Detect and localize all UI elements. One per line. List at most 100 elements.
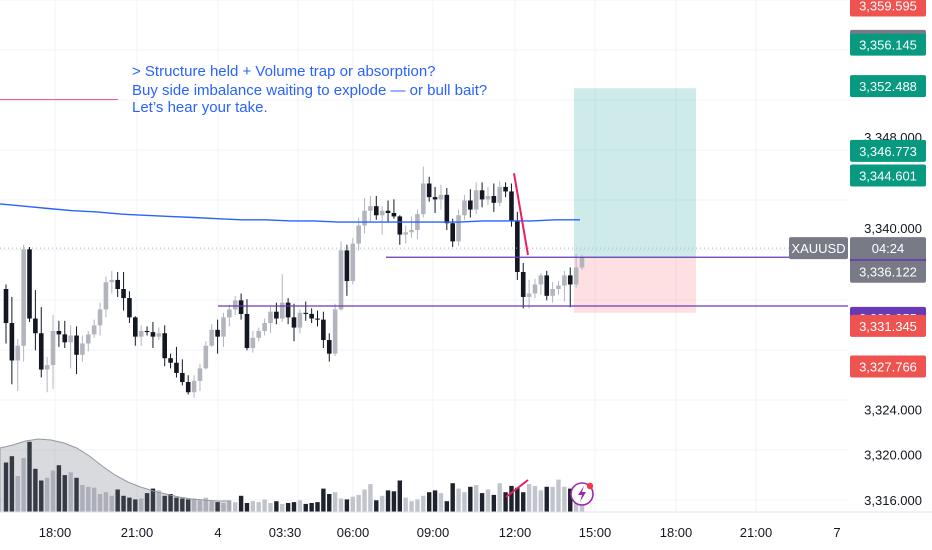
candle-body <box>426 183 432 198</box>
volume-ma-area <box>0 438 231 513</box>
candle-body <box>162 333 167 359</box>
volume-bar <box>233 502 238 512</box>
time-axis[interactable]: 18:00 21:00 4 03:30 06:00 09:00 12:00 15:00 18:0… <box>0 511 932 550</box>
candle-body <box>562 275 567 286</box>
time-tick: 15:00 <box>579 525 612 540</box>
volume-bar <box>444 501 450 512</box>
candle-body <box>168 358 173 363</box>
candle-body <box>150 332 156 337</box>
volume-bar <box>244 503 250 512</box>
candle-body <box>567 275 573 285</box>
candle-body <box>385 210 391 214</box>
candle-body <box>421 183 426 215</box>
volume-bar <box>9 456 15 512</box>
volume-bar <box>256 502 261 512</box>
time-axis-bg <box>0 512 932 550</box>
candle-body <box>121 289 126 299</box>
volume-bar <box>186 499 191 512</box>
candle-body <box>68 335 73 343</box>
candle-body <box>209 329 215 346</box>
volume-bar <box>315 502 320 512</box>
position-tool[interactable] <box>574 88 696 313</box>
candle-body <box>538 275 544 285</box>
price-label-bg <box>850 139 926 162</box>
chart-widgets[interactable] <box>570 482 594 506</box>
candle-body <box>274 311 279 319</box>
volume-bar <box>150 488 156 512</box>
candle-body <box>191 380 197 393</box>
volume-bar <box>450 483 455 512</box>
volume-bar <box>397 480 402 512</box>
candle-body <box>215 329 220 337</box>
volume-bar <box>44 477 50 512</box>
candlesticks <box>3 166 585 398</box>
annotation-line-1: > Structure held + Volume trap or absorp… <box>132 63 436 80</box>
price-label-bg <box>850 33 926 56</box>
time-tick: 09:00 <box>417 525 450 540</box>
moving-average-line <box>0 203 580 223</box>
drop-trend-line <box>513 173 529 256</box>
volume-bar <box>491 494 497 512</box>
volume-bar <box>479 493 485 512</box>
volume-bar <box>238 495 244 512</box>
candle-body <box>503 186 508 192</box>
candle-body <box>227 309 232 318</box>
chart-annotation[interactable]: > Structure held + Volume trap or absorp… <box>132 63 487 116</box>
candle-body <box>21 249 26 346</box>
volume-bar <box>39 480 44 512</box>
annotation-line-3: Let’s hear your take. <box>132 99 268 116</box>
volume-bar <box>203 497 209 512</box>
notification-dot <box>586 482 594 490</box>
volume-bar <box>74 477 79 512</box>
volume-bar <box>15 476 20 512</box>
volume-bar <box>103 492 109 512</box>
volume-bar <box>544 486 549 512</box>
volume-bar <box>403 497 408 512</box>
volume-bar <box>426 492 432 512</box>
time-tick: 03:30 <box>269 525 302 540</box>
volume-bar <box>86 486 91 512</box>
candle-body <box>391 213 397 217</box>
volume-trend-line <box>505 479 529 498</box>
candle-body <box>573 267 579 285</box>
candle-body <box>9 323 15 361</box>
time-tick: 12:00 <box>499 525 532 540</box>
volume-bar <box>309 503 314 512</box>
volume-bar <box>127 497 132 512</box>
candle-body <box>197 368 203 381</box>
volume-bar <box>432 490 438 512</box>
price-label: 3,336.122 <box>859 265 917 280</box>
volume-bar <box>526 484 532 512</box>
candle-body <box>180 372 185 383</box>
candle-body <box>297 312 303 328</box>
symbol-tag-bg <box>789 237 848 260</box>
candle-body <box>373 206 379 216</box>
candle-body <box>438 194 444 200</box>
volume-bar <box>262 499 267 512</box>
candle-body <box>362 210 367 226</box>
candle-body <box>368 206 373 211</box>
volume-bar <box>168 494 173 512</box>
price-label-bg <box>850 75 926 98</box>
volume-bar <box>27 441 32 512</box>
candle-body <box>256 330 262 338</box>
candle-body <box>33 318 38 334</box>
volume-bar <box>468 486 473 512</box>
candle-body <box>80 343 85 355</box>
candle-body <box>85 334 91 344</box>
candle-body <box>268 311 273 324</box>
candle-body <box>38 333 44 370</box>
candle-body <box>526 293 532 297</box>
candle-body <box>109 279 115 283</box>
volume-bar <box>532 485 538 512</box>
volume-bar <box>385 490 391 512</box>
price-label-bg <box>850 314 926 337</box>
candle-body <box>3 289 9 324</box>
volume-bar <box>321 488 326 512</box>
candle-body <box>321 319 326 341</box>
time-tick: 4 <box>214 525 221 540</box>
candle-body <box>338 250 344 310</box>
candle-body <box>473 190 479 210</box>
symbol-tag: XAUUSD <box>791 241 845 256</box>
